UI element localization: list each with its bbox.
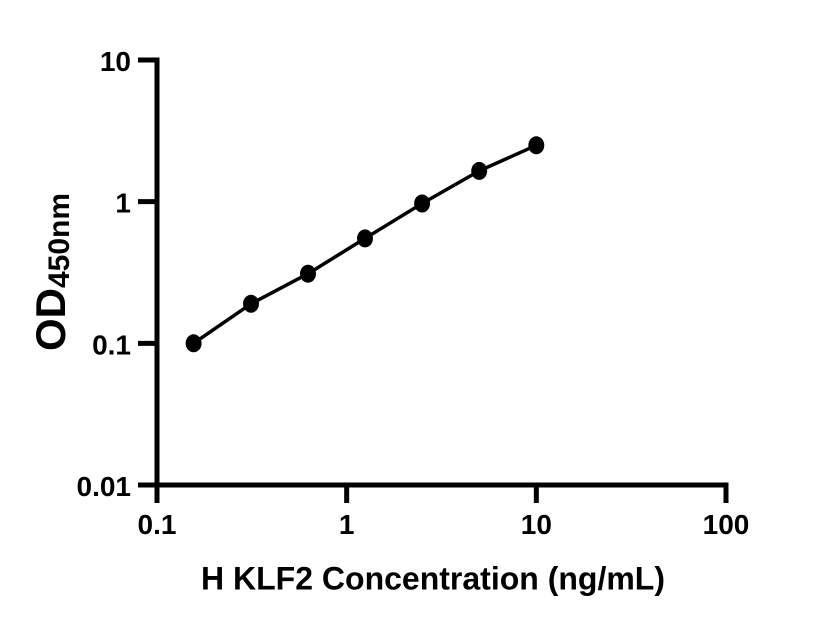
data-point-marker (357, 229, 373, 248)
data-point-marker (471, 161, 488, 180)
y-tick-label: 1 (115, 188, 131, 219)
x-tick-label: 10 (521, 509, 552, 540)
x-tick-label: 0.1 (138, 509, 177, 540)
data-point-marker (414, 194, 431, 213)
data-point-marker (528, 136, 545, 155)
y-tick-label: 0.1 (92, 329, 131, 360)
y-axis-title-subscript: 450nm (43, 192, 76, 289)
data-point-marker (243, 294, 259, 313)
y-tick-label: 0.01 (77, 471, 132, 502)
data-point-marker (185, 334, 202, 353)
data-point-marker (300, 264, 316, 283)
x-tick-label: 100 (703, 509, 750, 540)
y-axis-title-main: OD (27, 288, 74, 352)
x-axis-title: H KLF2 Concentration (ng/mL) (201, 560, 665, 597)
x-tick-label: 1 (339, 509, 355, 540)
y-tick-label: 10 (100, 46, 131, 77)
y-axis-title: OD450nm (27, 193, 77, 351)
